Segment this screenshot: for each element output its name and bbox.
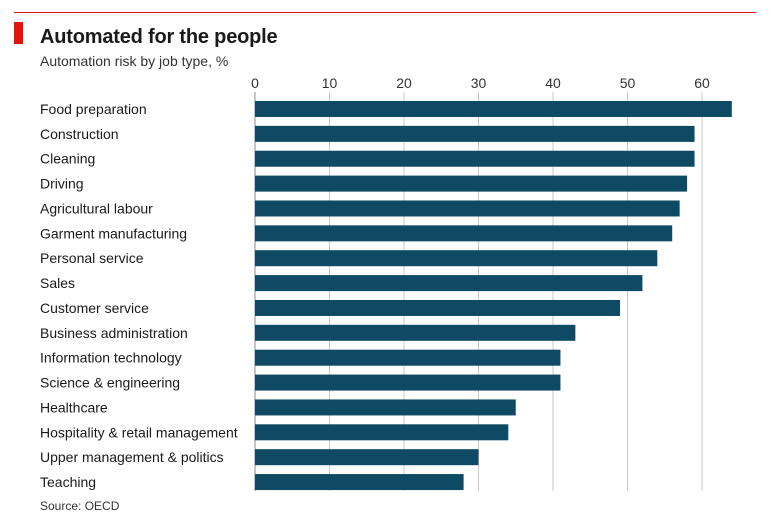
category-label: Customer service [40, 300, 149, 316]
category-label: Garment manufacturing [40, 225, 187, 241]
bar [255, 424, 509, 441]
bar [255, 200, 680, 217]
bar [255, 449, 479, 466]
x-tick-label: 40 [545, 75, 561, 91]
category-label: Business administration [40, 325, 188, 341]
bar [255, 175, 688, 192]
x-tick-label: 60 [694, 75, 710, 91]
bar [255, 250, 658, 267]
category-label: Science & engineering [40, 375, 180, 391]
category-label: Healthcare [40, 399, 108, 415]
category-label: Construction [40, 126, 119, 142]
x-tick-label: 0 [251, 75, 259, 91]
bar [255, 225, 673, 242]
x-tick-label: 30 [471, 75, 487, 91]
category-label: Teaching [40, 474, 96, 490]
x-tick-label: 50 [620, 75, 636, 91]
chart-title: Automated for the people [40, 26, 278, 48]
bar [255, 324, 576, 341]
x-tick-label: 10 [322, 75, 338, 91]
category-label: Personal service [40, 250, 144, 266]
category-label: Agricultural labour [40, 200, 153, 216]
category-label: Information technology [40, 350, 182, 366]
category-label: Driving [40, 176, 84, 192]
bar [255, 299, 621, 316]
bar [255, 125, 695, 142]
top-rule [14, 12, 756, 13]
bar [255, 374, 561, 391]
chart-subtitle: Automation risk by job type, % [40, 53, 229, 69]
bar [255, 275, 643, 292]
x-tick-label: 20 [396, 75, 412, 91]
category-label: Sales [40, 275, 75, 291]
category-label: Food preparation [40, 101, 147, 117]
bar [255, 399, 516, 416]
bar [255, 349, 561, 366]
category-label: Cleaning [40, 151, 95, 167]
source-note: Source: OECD [40, 499, 120, 513]
bar [255, 150, 695, 167]
category-label: Upper management & politics [40, 449, 224, 465]
brand-tab [14, 22, 23, 44]
category-label: Hospitality & retail management [40, 424, 238, 440]
bar [255, 101, 732, 117]
bar [255, 474, 464, 491]
